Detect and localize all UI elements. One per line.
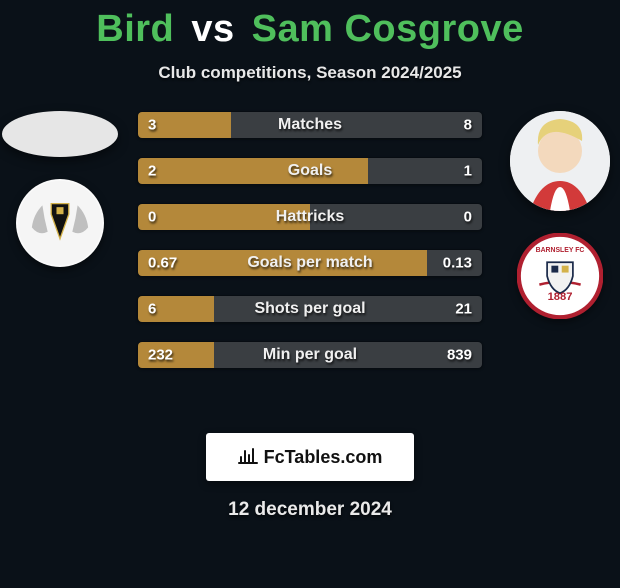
bar-fill-left [138,158,368,184]
stat-bar: 0 0 Hattricks [137,203,483,231]
bar-value-left: 232 [148,347,173,364]
bar-label: Hattricks [276,208,344,226]
bar-value-right: 839 [447,347,472,364]
date-text: 12 december 2024 [0,499,620,521]
bar-value-left: 6 [148,301,156,318]
bar-value-left: 0 [148,209,156,226]
stat-bar: 3 8 Matches [137,111,483,139]
stat-bar: 0.67 0.13 Goals per match [137,249,483,277]
bar-value-right: 1 [464,163,472,180]
vs-separator: vs [191,8,234,50]
stat-bar: 2 1 Goals [137,157,483,185]
comparison-title: Bird vs Sam Cosgrove [0,8,620,51]
bar-fill-right [231,112,482,138]
bar-value-right: 0.13 [443,255,472,272]
bar-value-left: 0.67 [148,255,177,272]
player1-avatar [2,111,118,157]
bar-value-right: 0 [464,209,472,226]
season-subtitle: Club competitions, Season 2024/2025 [0,63,620,83]
left-player-column [0,111,120,267]
bar-value-right: 21 [455,301,472,318]
crest-icon: 1887 BARNSLEY FC [517,233,603,319]
stat-bars: 38Matches21Goals00Hattricks0.670.13Goals… [137,111,483,369]
brand-text: FcTables.com [264,447,383,468]
chart-icon [238,446,258,469]
comparison-body: 1887 BARNSLEY FC 38Matches21Goals00Hattr… [0,111,620,411]
brand-footer: FcTables.com [206,433,414,481]
bar-label: Matches [278,116,342,134]
right-player-column: 1887 BARNSLEY FC [500,111,620,319]
crest-icon [16,179,104,267]
player1-name: Bird [96,8,174,50]
bar-label: Shots per goal [254,300,365,318]
player2-name: Sam Cosgrove [252,8,524,50]
stat-bar: 6 21 Shots per goal [137,295,483,323]
bar-value-left: 2 [148,163,156,180]
portrait-icon [510,111,610,211]
bar-label: Min per goal [263,346,357,364]
player2-avatar [510,111,610,211]
bar-value-left: 3 [148,117,156,134]
bar-value-right: 8 [464,117,472,134]
svg-text:1887: 1887 [548,291,573,303]
stat-bar: 232 839 Min per goal [137,341,483,369]
svg-text:BARNSLEY FC: BARNSLEY FC [536,247,585,254]
player2-club-crest: 1887 BARNSLEY FC [517,233,603,319]
bar-label: Goals per match [247,254,372,272]
bar-label: Goals [288,162,332,180]
player1-club-crest [16,179,104,267]
